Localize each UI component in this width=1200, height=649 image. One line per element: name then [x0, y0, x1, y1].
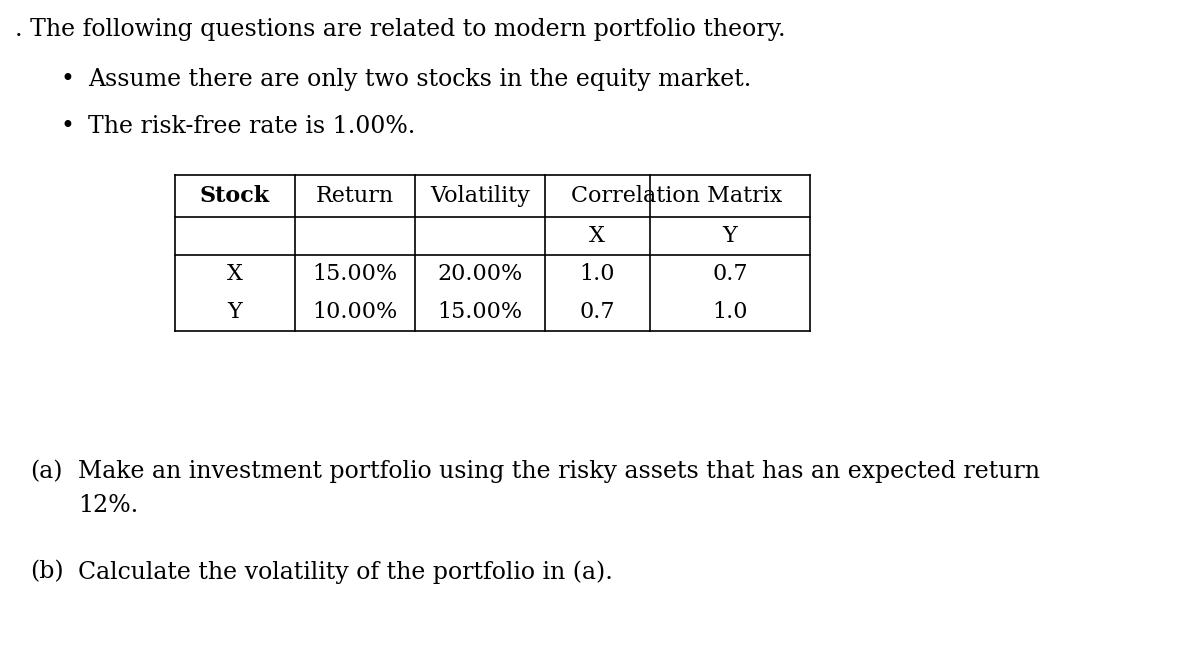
Text: 15.00%: 15.00%	[312, 263, 397, 285]
Text: Calculate the volatility of the portfolio in (a).: Calculate the volatility of the portfoli…	[78, 560, 613, 583]
Text: Stock: Stock	[200, 185, 270, 207]
Text: 10.00%: 10.00%	[312, 301, 397, 323]
Text: The risk-free rate is 1.00%.: The risk-free rate is 1.00%.	[88, 115, 415, 138]
Text: •: •	[60, 115, 74, 138]
Text: 12%.: 12%.	[78, 494, 138, 517]
Text: Make an investment portfolio using the risky assets that has an expected return: Make an investment portfolio using the r…	[78, 460, 1040, 483]
Text: Y: Y	[228, 301, 242, 323]
Text: X: X	[589, 225, 605, 247]
Text: Return: Return	[316, 185, 394, 207]
Text: 0.7: 0.7	[580, 301, 614, 323]
Text: Volatility: Volatility	[430, 185, 530, 207]
Text: X: X	[227, 263, 242, 285]
Text: 20.00%: 20.00%	[437, 263, 523, 285]
Text: (b): (b)	[30, 560, 64, 583]
Text: •: •	[60, 68, 74, 91]
Text: (a): (a)	[30, 460, 62, 483]
Text: 1.0: 1.0	[713, 301, 748, 323]
Text: 1.0: 1.0	[580, 263, 614, 285]
Text: Correlation Matrix: Correlation Matrix	[571, 185, 782, 207]
Text: 0.7: 0.7	[713, 263, 748, 285]
Text: 15.00%: 15.00%	[438, 301, 522, 323]
Text: Y: Y	[722, 225, 737, 247]
Text: Assume there are only two stocks in the equity market.: Assume there are only two stocks in the …	[88, 68, 751, 91]
Text: . The following questions are related to modern portfolio theory.: . The following questions are related to…	[14, 18, 786, 41]
